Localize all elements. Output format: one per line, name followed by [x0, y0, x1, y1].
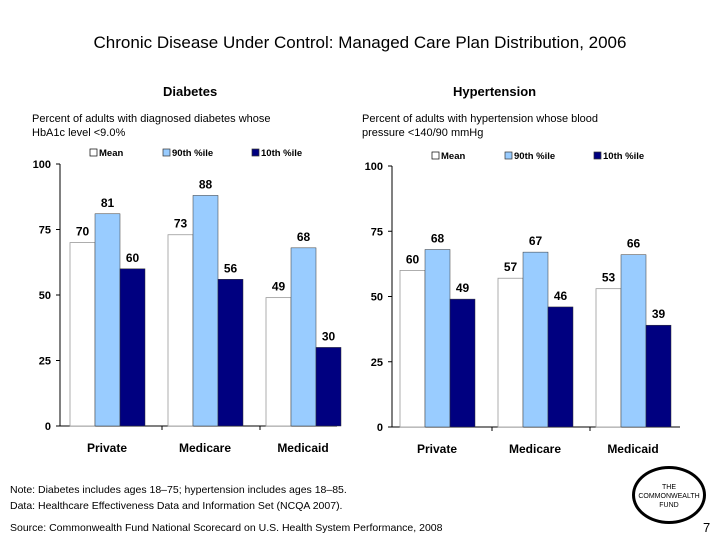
diabetes-y-tick-label: 25 [39, 356, 51, 368]
hypertension-bar-mean [595, 288, 622, 428]
diabetes-legend-label: 10th %ile [261, 148, 302, 159]
commonwealth-fund-logo: THE COMMONWEALTH FUND [632, 466, 706, 524]
hypertension-y-tick-label: 0 [377, 422, 383, 434]
page-number: 7 [703, 520, 711, 535]
diabetes-bar-10th-ile [217, 279, 244, 427]
diabetes-legend-label: 90th %ile [172, 148, 213, 159]
hypertension-data-label: 53 [602, 271, 616, 285]
diabetes-bar-mean [69, 242, 96, 427]
hypertension-data-label: 60 [406, 252, 420, 266]
diabetes-data-label: 60 [126, 251, 140, 265]
hypertension-category-label: Medicare [509, 442, 561, 456]
hypertension-y-tick-label: 75 [371, 226, 383, 238]
hypertension-data-label: 68 [431, 232, 445, 246]
diabetes-data-label: 70 [76, 225, 90, 239]
hypertension-bar-90th-ile [620, 254, 647, 428]
hypertension-chart-title: Hypertension [453, 84, 537, 99]
diabetes-y-tick-label: 0 [45, 421, 51, 433]
diabetes-chart-title: Diabetes [163, 84, 218, 99]
hypertension-bar-10th-ile [645, 324, 672, 428]
hypertension-legend-label: 10th %ile [603, 151, 644, 162]
diabetes-bar-mean [265, 297, 292, 427]
diabetes-legend-label: Mean [99, 148, 123, 159]
diabetes-data-label: 81 [101, 196, 115, 210]
logo-text: COMMONWEALTH [638, 493, 700, 500]
diabetes-category-label: Medicaid [277, 441, 328, 455]
hypertension-legend-label: Mean [441, 151, 465, 162]
hypertension-legend-swatch [504, 151, 513, 160]
logo-text: FUND [659, 502, 679, 509]
hypertension-legend-swatch [593, 151, 602, 160]
hypertension-subtitle: Percent of adults with hypertension whos… [362, 113, 599, 139]
diabetes-bar-10th-ile [119, 268, 146, 427]
hypertension-y-tick-label: 100 [365, 161, 383, 173]
diabetes-category-label: Private [87, 441, 127, 455]
hypertension-data-label: 49 [456, 281, 470, 295]
hypertension-legend-label: 90th %ile [514, 151, 555, 162]
diabetes-y-tick-label: 75 [39, 225, 51, 237]
diabetes-bar-90th-ile [192, 195, 219, 427]
diabetes-data-label: 73 [174, 217, 188, 231]
diabetes-data-label: 30 [322, 329, 336, 343]
diabetes-y-tick-label: 50 [39, 290, 51, 302]
hypertension-bar-90th-ile [522, 251, 549, 428]
hypertension-bar-10th-ile [449, 298, 476, 428]
diabetes-bar-10th-ile [315, 347, 342, 427]
hypertension-category-label: Medicaid [607, 442, 658, 456]
logo-text: THE [662, 484, 676, 491]
hypertension-data-label: 39 [652, 307, 666, 321]
note: Note: Diabetes includes ages 18–75; hype… [10, 482, 347, 514]
diabetes-data-label: 56 [224, 261, 238, 275]
hypertension-bar-10th-ile [547, 306, 574, 428]
diabetes-legend-swatch [162, 148, 171, 157]
source: Source: Commonwealth Fund National Score… [10, 522, 443, 534]
hypertension-category-label: Private [417, 442, 457, 456]
slide-title: Chronic Disease Under Control: Managed C… [93, 33, 627, 52]
diabetes-data-label: 49 [272, 280, 286, 294]
hypertension-bar-mean [399, 269, 426, 428]
diabetes-subtitle: Percent of adults with diagnosed diabete… [32, 113, 271, 139]
hypertension-data-label: 67 [529, 234, 543, 248]
diabetes-data-label: 68 [297, 230, 311, 244]
hypertension-y-tick-label: 25 [371, 357, 383, 369]
hypertension-y-tick-label: 50 [371, 292, 383, 304]
hypertension-bar-mean [497, 277, 524, 428]
diabetes-bar-mean [167, 234, 194, 427]
hypertension-data-label: 66 [627, 237, 641, 251]
hypertension-data-label: 57 [504, 260, 518, 274]
diabetes-legend-swatch [89, 148, 98, 157]
diabetes-bar-90th-ile [94, 213, 121, 427]
data-line: Data: Healthcare Effectiveness Data and … [10, 500, 343, 512]
hypertension-bar-90th-ile [424, 249, 451, 428]
diabetes-bar-90th-ile [290, 247, 317, 427]
diabetes-y-tick-label: 100 [33, 159, 51, 171]
note-line: Note: Diabetes includes ages 18–75; hype… [10, 484, 347, 496]
hypertension-legend-swatch [431, 151, 440, 160]
hypertension-data-label: 46 [554, 289, 568, 303]
diabetes-category-label: Medicare [179, 441, 231, 455]
diabetes-data-label: 88 [199, 177, 213, 191]
diabetes-legend-swatch [251, 148, 260, 157]
